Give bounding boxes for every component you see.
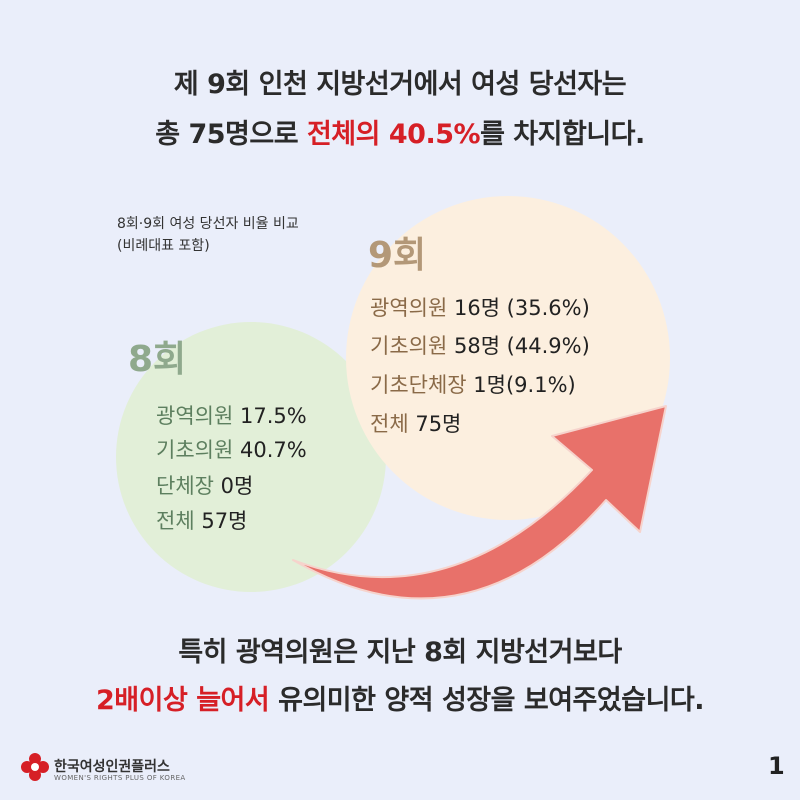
headline-bottom-highlight: 2배이상 늘어서 [95, 685, 270, 716]
round8-stat-key: 광역의원 [156, 404, 234, 428]
round8-stat-2: 단체장 0명 [156, 470, 253, 500]
round8-circle [116, 322, 386, 592]
headline-top-line2-pre: 총 75명으로 [155, 119, 307, 150]
round9-stat-2: 기초단체장 1명(9.1%) [370, 369, 576, 399]
round8-stat-3: 전체 57명 [156, 505, 247, 535]
round9-stat-1: 기초의원 58명 (44.9%) [370, 330, 590, 360]
caption-line1: 8회·9회 여성 당선자 비율 비교 [117, 216, 299, 232]
caption-line2: (비례대표 포함) [117, 238, 210, 254]
headline-bottom-line1: 특히 광역의원은 지난 8회 지방선거보다 [178, 637, 622, 668]
headline-top-line1: 제 9회 인천 지방선거에서 여성 당선자는 [173, 69, 627, 100]
round9-stat-key: 기초단체장 [370, 373, 467, 397]
red-flower-logo-icon [21, 753, 49, 781]
round9-stat-value: 16명 (35.6%) [453, 296, 590, 320]
chart-caption: 8회·9회 여성 당선자 비율 비교 (비례대표 포함) [117, 213, 299, 257]
round8-label: 8회 [128, 339, 187, 380]
round8-stat-key: 전체 [156, 509, 195, 533]
headline-bottom-line2-post: 유의미한 양적 성장을 보여주었습니다. [269, 685, 705, 716]
round9-stat-key: 광역의원 [370, 296, 448, 320]
headline-top-line2-post: 를 차지합니다. [480, 119, 645, 150]
round8-stat-value: 57명 [201, 509, 248, 533]
org-subtitle: WOMEN'S RIGHTS PLUS OF KOREA [54, 774, 186, 782]
org-name: 한국여성인권플러스 [54, 759, 170, 775]
page-number: 1 [768, 752, 785, 780]
round9-stat-value: 1명(9.1%) [473, 373, 576, 397]
round8-stat-0: 광역의원 17.5% [156, 400, 307, 430]
round9-stat-3: 전체 75명 [370, 408, 461, 438]
headline-bottom-line2: 2배이상 늘어서 유의미한 양적 성장을 보여주었습니다. [0, 678, 800, 717]
round9-label: 9회 [368, 235, 427, 276]
round9-stat-value: 58명 (44.9%) [453, 334, 590, 358]
round8-stat-value: 40.7% [239, 438, 307, 462]
round9-stat-key: 기초의원 [370, 334, 448, 358]
headline-top-highlight: 전체의 40.5% [306, 119, 481, 150]
round8-stat-value: 17.5% [239, 404, 307, 428]
round9-stat-key: 전체 [370, 412, 409, 436]
headline-top-line2: 총 75명으로 전체의 40.5%를 차지합니다. [0, 112, 800, 151]
round8-stat-value: 0명 [220, 474, 254, 498]
round8-stat-key: 기초의원 [156, 438, 234, 462]
round8-stat-1: 기초의원 40.7% [156, 434, 307, 464]
round9-stat-value: 75명 [415, 412, 462, 436]
round8-stat-key: 단체장 [156, 474, 214, 498]
round9-stat-0: 광역의원 16명 (35.6%) [370, 292, 590, 322]
